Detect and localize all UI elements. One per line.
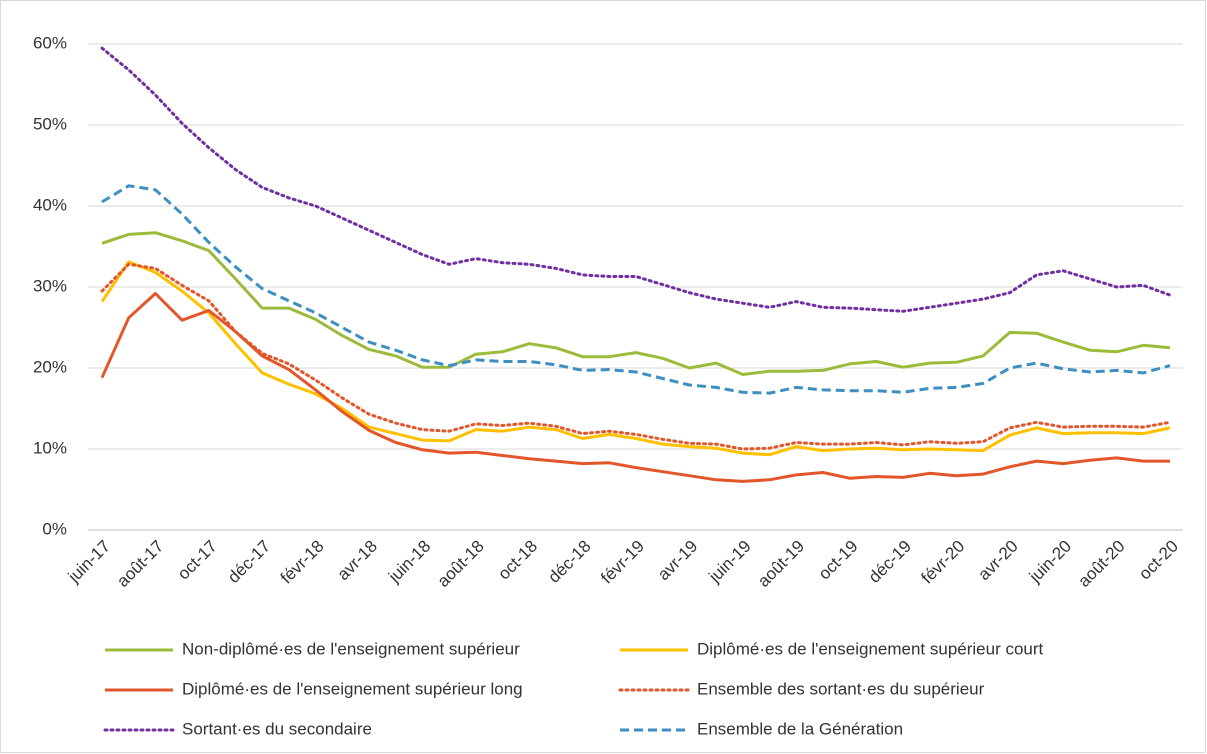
y-tick-label: 50% <box>33 114 67 133</box>
y-tick-label: 20% <box>33 357 67 376</box>
y-tick-label: 60% <box>33 33 67 52</box>
series-line <box>100 46 1172 313</box>
legend-label: Diplômé·es de l'enseignement supérieur l… <box>182 679 523 698</box>
series-line <box>100 260 1171 457</box>
legend-label: Ensemble de la Génération <box>697 719 903 738</box>
y-tick-label: 40% <box>33 195 67 214</box>
legend-label: Diplômé·es de l'enseignement supérieur c… <box>697 639 1044 658</box>
y-tick-label: 30% <box>33 276 67 295</box>
legend-label: Ensemble des sortant·es du supérieur <box>697 679 985 698</box>
legend-label: Non-diplômé·es de l'enseignement supérie… <box>182 639 520 658</box>
series-line <box>100 262 1172 451</box>
series-line <box>101 184 1171 395</box>
y-tick-label: 10% <box>33 438 67 457</box>
series-line <box>101 231 1171 376</box>
series-line <box>100 292 1170 483</box>
y-tick-label: 0% <box>42 519 67 538</box>
legend-label: Sortant·es du secondaire <box>182 719 372 738</box>
